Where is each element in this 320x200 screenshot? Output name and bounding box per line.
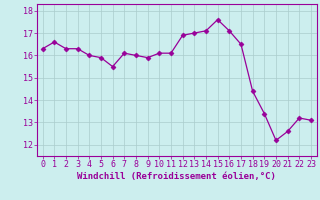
X-axis label: Windchill (Refroidissement éolien,°C): Windchill (Refroidissement éolien,°C) [77,172,276,181]
